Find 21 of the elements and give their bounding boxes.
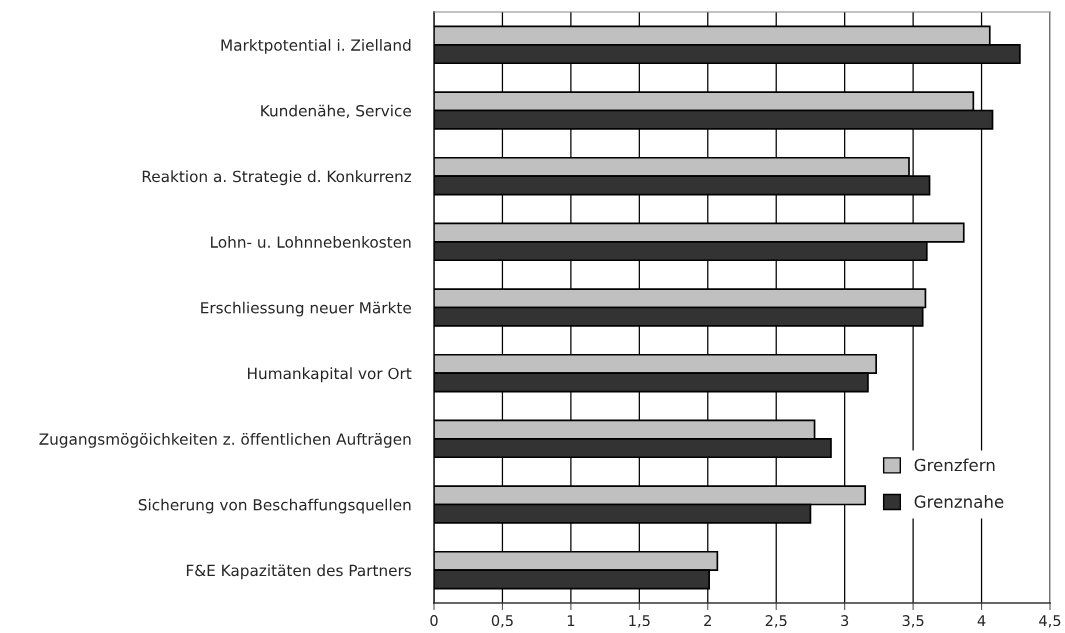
y-tick-label: Reaktion a. Strategie d. Konkurrenz	[142, 170, 412, 186]
x-tick-label: 2	[704, 615, 711, 626]
y-tick-label: Marktpotential i. Zielland	[221, 39, 411, 54]
x-tick-label: 2,5	[765, 615, 787, 628]
y-tick-label: Lohn- u. Lohnnebenkosten	[211, 236, 411, 248]
y-tick-label: F&E Kapazitäten des Partners	[186, 564, 412, 580]
x-tick-label: 4	[977, 615, 986, 626]
legend-label: Grenzfern	[914, 458, 995, 472]
x-tick-label: 1	[567, 615, 575, 626]
x-tick-label: 3	[841, 615, 849, 627]
y-tick-label: Erschliessung neuer Märkte	[201, 301, 411, 317]
x-tick-label: 3,5	[902, 615, 924, 628]
y-tick-label: Zugangsmögöichkeiten z. öffentlichen Aufträgen	[39, 433, 411, 448]
x-tick-label: 4,5	[1039, 615, 1061, 628]
x-tick-label: 0,5	[491, 615, 513, 628]
y-tick-label: Humankapital vor Ort	[248, 367, 412, 383]
y-tick-label: Sicherung von Beschaffungsquellen	[138, 498, 411, 514]
x-tick-label: 0	[430, 615, 438, 627]
x-tick-label: 1,5	[629, 615, 650, 628]
y-tick-label: Kundenähe, Service	[261, 104, 411, 119]
legend-label: Grenznahe	[914, 495, 1004, 508]
